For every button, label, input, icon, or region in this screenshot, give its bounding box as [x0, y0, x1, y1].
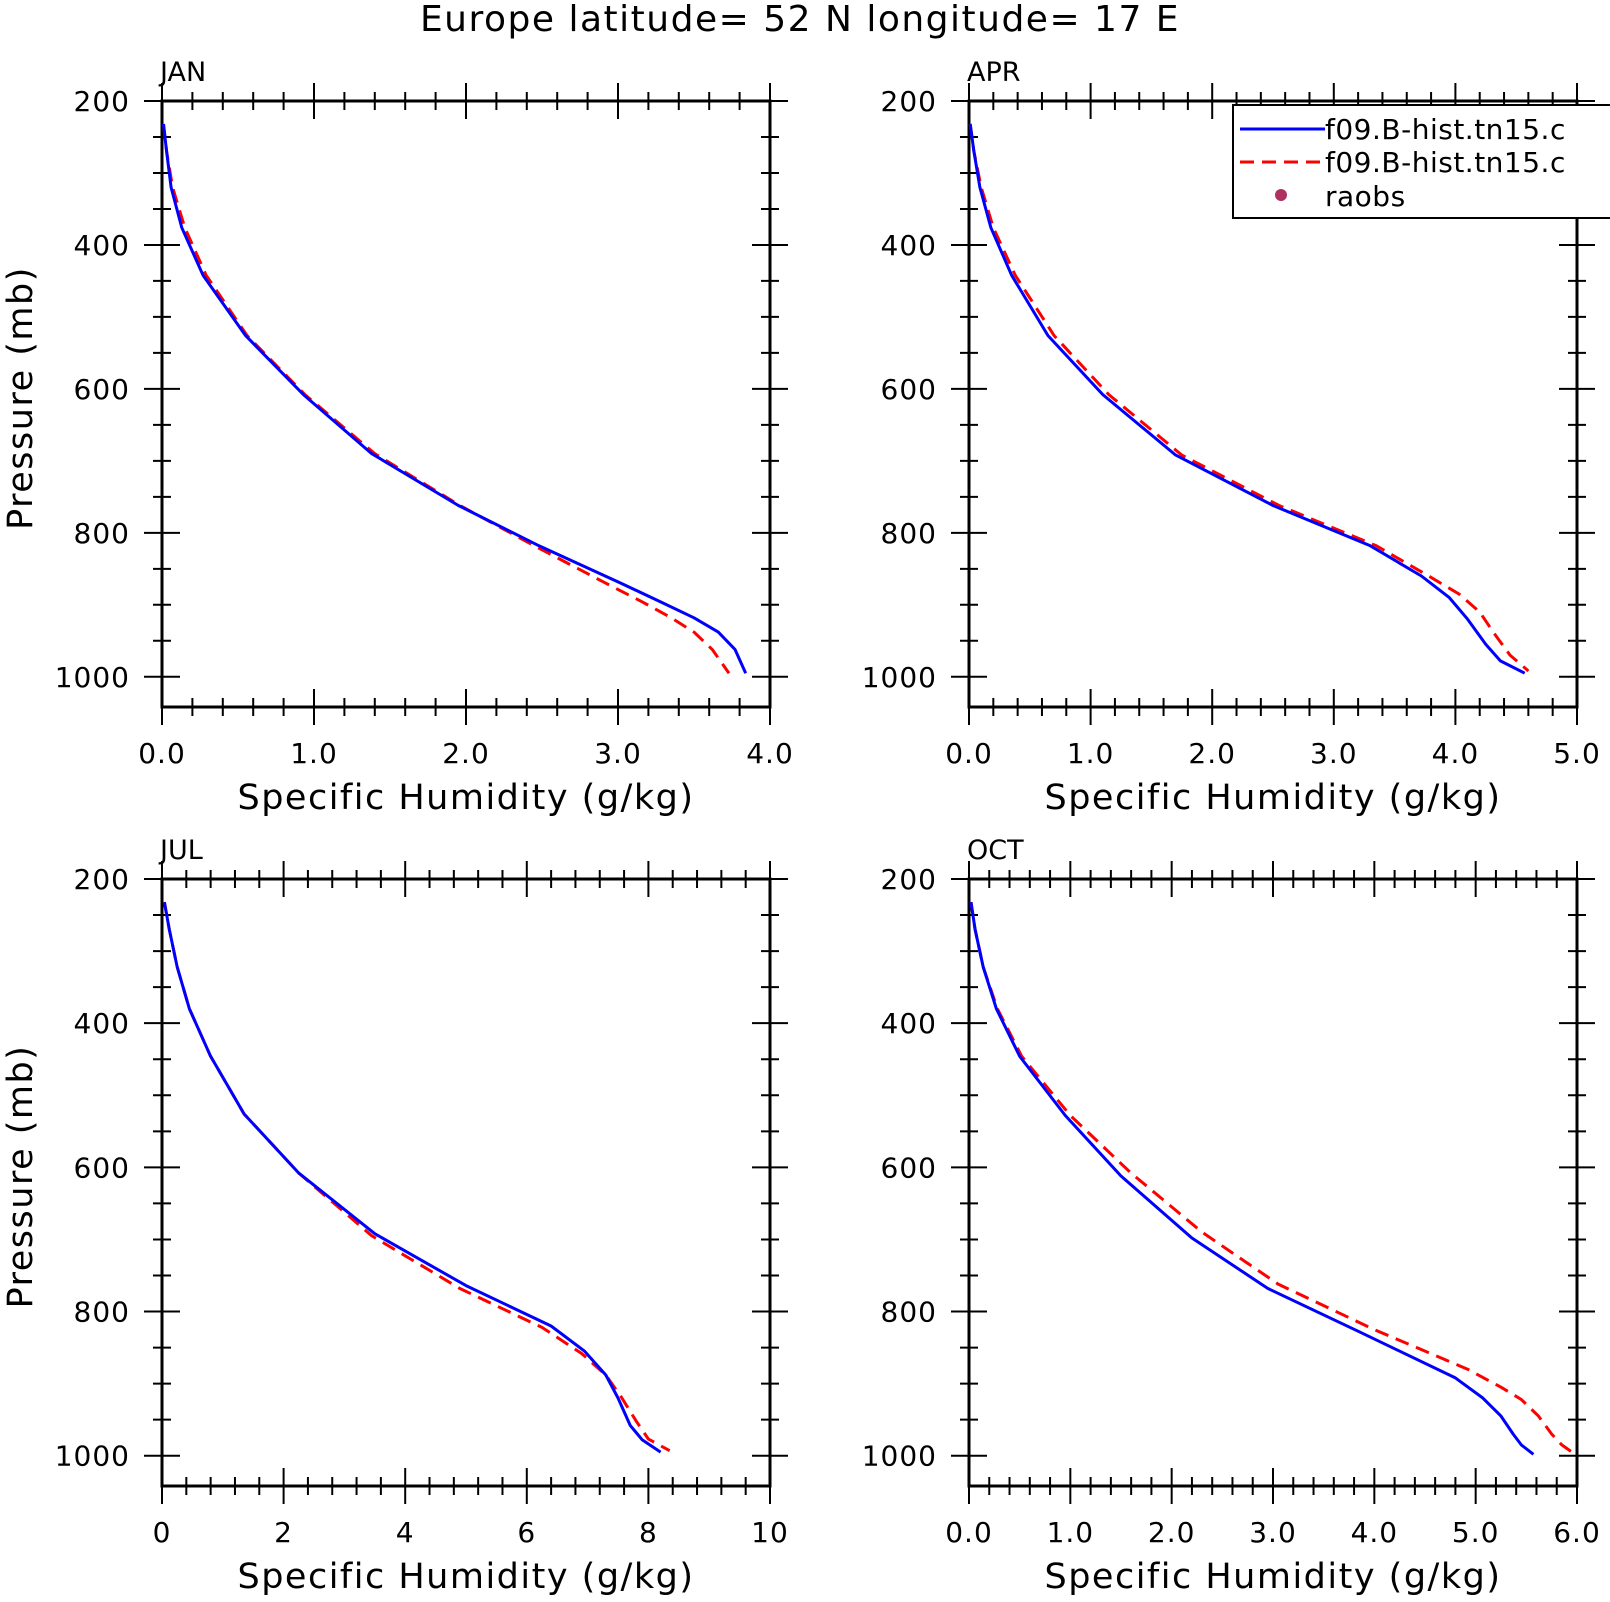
y-tick-label: 400	[881, 229, 937, 262]
x-tick-label: 2.0	[442, 737, 490, 770]
x-tick-label: 2.0	[1188, 737, 1236, 770]
main-title: Europe latitude= 52 N longitude= 17 E	[420, 0, 1180, 40]
y-tick-label: 400	[74, 1007, 130, 1040]
panel-2: 200 400 600 800 1000 0 2 4 6 8 10 JUL Specific Humid…	[1, 835, 789, 1597]
x-tick-label: 4.0	[1432, 737, 1480, 770]
series-line-blue-solid	[968, 123, 1526, 675]
x-tick-label: 5.0	[1452, 1516, 1500, 1549]
plot-frame	[967, 877, 1579, 1488]
series-line-blue-solid	[969, 901, 1535, 1456]
x-tick-label: 4	[396, 1516, 415, 1549]
x-tick-label: 4.0	[746, 737, 794, 770]
x-tick-label: 1.0	[290, 737, 338, 770]
y-tick-label: 200	[74, 85, 130, 118]
x-tick-label: 0.0	[138, 737, 186, 770]
y-tick-label: 1000	[862, 661, 937, 694]
legend: f09.B-hist.tn15.c f09.B-hist.tn15.c raob…	[1232, 104, 1610, 219]
x-tick-label: 2	[274, 1516, 293, 1549]
legend-label-3: raobs	[1325, 180, 1406, 213]
panel-title: JUL	[158, 835, 203, 866]
y-tick-label: 800	[74, 1296, 130, 1329]
legend-label-1: f09.B-hist.tn15.c	[1325, 113, 1566, 146]
y-tick-label: 200	[881, 85, 937, 118]
x-tick-label: 6	[517, 1516, 536, 1549]
legend-label-2: f09.B-hist.tn15.c	[1325, 146, 1566, 179]
y-tick-label: 600	[74, 373, 130, 406]
x-tick-label: 3.0	[594, 737, 642, 770]
x-tick-label: 8	[639, 1516, 658, 1549]
x-tick-label: 4.0	[1351, 1516, 1399, 1549]
series-line-blue-solid	[162, 123, 748, 674]
series-line-red-dashed	[969, 901, 1573, 1454]
x-tick-label: 3.0	[1249, 1516, 1297, 1549]
series-line-blue-solid	[162, 901, 662, 1454]
panel-3: 200 400 600 800 1000 0.0 1.0 2.0 3.0 4.0 5.0 6.0 OCT…	[862, 835, 1601, 1597]
x-tick-label: 2.0	[1148, 1516, 1196, 1549]
x-tick-label: 0.0	[945, 1516, 993, 1549]
x-axis-label: Specific Humidity (g/kg)	[238, 1557, 695, 1597]
x-axis-label: Specific Humidity (g/kg)	[238, 778, 695, 818]
series-line-red-dashed	[968, 123, 1530, 673]
panel-title: OCT	[967, 835, 1024, 866]
y-tick-label: 1000	[55, 661, 130, 694]
y-tick-label: 200	[881, 863, 937, 896]
x-tick-label: 6.0	[1553, 1516, 1601, 1549]
y-tick-label: 600	[74, 1151, 130, 1184]
x-tick-label: 10	[751, 1516, 789, 1549]
y-tick-label: 800	[881, 517, 937, 550]
y-tick-label: 400	[74, 229, 130, 262]
plot-frame	[160, 877, 772, 1488]
plot-frame	[160, 99, 772, 709]
y-tick-label: 600	[881, 1151, 937, 1184]
y-tick-label: 600	[881, 373, 937, 406]
panel-title: APR	[967, 57, 1021, 88]
y-tick-label: 1000	[55, 1440, 130, 1473]
y-tick-label: 200	[74, 863, 130, 896]
y-tick-label: 1000	[862, 1440, 937, 1473]
plot-frame	[967, 99, 1579, 709]
x-axis-label: Specific Humidity (g/kg)	[1045, 1557, 1502, 1597]
y-tick-label: 400	[881, 1007, 937, 1040]
x-tick-label: 1.0	[1047, 1516, 1095, 1549]
y-tick-label: 800	[74, 517, 130, 550]
y-axis-label: Pressure (mb)	[1, 266, 41, 530]
y-tick-label: 800	[881, 1296, 937, 1329]
x-axis-label: Specific Humidity (g/kg)	[1045, 778, 1502, 818]
panel-0: 200 400 600 800 1000 0.0 1.0 2.0 3.0 4.0 JAN Specif…	[1, 57, 794, 818]
series-line-red-dashed	[162, 901, 671, 1453]
panel-title: JAN	[158, 57, 206, 88]
series-line-red-dashed	[162, 123, 731, 675]
x-tick-label: 5.0	[1553, 737, 1601, 770]
x-tick-label: 0	[153, 1516, 172, 1549]
x-tick-label: 1.0	[1067, 737, 1115, 770]
x-tick-label: 0.0	[945, 737, 993, 770]
panels: 200 400 600 800 1000 0.0 1.0 2.0 3.0 4.0 JAN Specif…	[1, 57, 1601, 1597]
panel-1: 200 400 600 800 1000 0.0 1.0 2.0 3.0 4.0 5.0 APR Spe…	[862, 57, 1601, 818]
x-tick-label: 3.0	[1310, 737, 1358, 770]
legend-marker-raobs	[1275, 189, 1287, 201]
y-axis-label: Pressure (mb)	[1, 1045, 41, 1309]
